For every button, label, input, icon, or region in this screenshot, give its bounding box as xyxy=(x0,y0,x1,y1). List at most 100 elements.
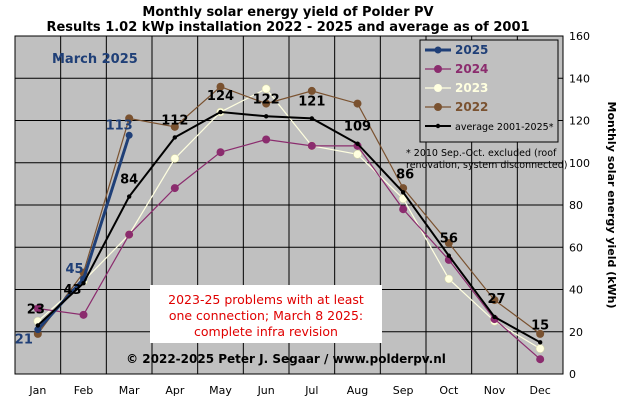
chart-title: Monthly solar energy yield of Polder PV xyxy=(142,5,433,20)
chart-subtitle: Results 1.02 kWp installation 2022 - 202… xyxy=(46,20,529,35)
data-label: 23 xyxy=(27,302,45,317)
legend-swatch-marker xyxy=(435,123,441,129)
data-label: 84 xyxy=(120,173,138,188)
legend-label: 2024 xyxy=(455,62,488,76)
data-point xyxy=(399,205,408,214)
data-point xyxy=(170,184,179,193)
notice-box xyxy=(150,285,382,343)
legend-item: average 2001-2025* xyxy=(425,122,554,133)
data-point xyxy=(535,344,545,353)
data-point xyxy=(490,296,499,305)
x-tick-label: Dec xyxy=(530,384,551,397)
legend-label: 2022 xyxy=(455,100,488,114)
data-label: 27 xyxy=(487,292,505,307)
data-point xyxy=(446,253,452,258)
data-label: 21 xyxy=(15,333,33,348)
series-average-2001-2025 xyxy=(35,109,543,345)
data-point xyxy=(307,141,316,150)
x-tick-label: Jan xyxy=(28,384,46,397)
y-tick-label: 80 xyxy=(569,199,583,212)
data-point xyxy=(492,314,497,320)
data-point xyxy=(218,109,223,115)
data-label: 43 xyxy=(63,283,81,298)
data-point xyxy=(536,329,545,338)
legend-item: 2022 xyxy=(425,100,488,114)
notice-line-3: complete infra revision xyxy=(194,324,338,339)
footnote-line-2: renovation, system disconnected) xyxy=(406,160,568,171)
x-tick-label: Sep xyxy=(393,384,414,397)
data-point xyxy=(309,116,315,121)
legend-label: 2025 xyxy=(455,43,488,57)
legend-item: 2023 xyxy=(425,81,488,95)
data-label: 124 xyxy=(207,89,234,104)
data-label: 56 xyxy=(440,232,458,247)
x-tick-label: Mar xyxy=(119,384,140,397)
data-point xyxy=(444,274,454,284)
data-point xyxy=(81,280,86,286)
data-point xyxy=(444,239,453,248)
legend-label: 2023 xyxy=(455,81,488,95)
x-tick-label: Apr xyxy=(165,384,185,397)
y-tick-label: 140 xyxy=(569,72,590,85)
data-point xyxy=(216,82,225,91)
legend-swatch-marker xyxy=(434,65,442,73)
data-point xyxy=(125,114,134,123)
data-point xyxy=(216,148,225,157)
x-tick-label: Feb xyxy=(74,384,93,397)
series-line xyxy=(37,138,541,360)
data-label: 45 xyxy=(65,262,83,277)
y-tick-label: 0 xyxy=(569,368,576,381)
legend-swatch-marker xyxy=(434,84,442,92)
data-point xyxy=(126,194,132,199)
legend-label: average 2001-2025* xyxy=(455,122,554,133)
y-tick-label: 40 xyxy=(569,284,583,297)
data-point xyxy=(34,326,42,334)
legend: 2025 2024 2023 2022 average 2001-2025* xyxy=(419,39,559,143)
legend-item: 2024 xyxy=(425,62,488,76)
data-label: 113 xyxy=(106,118,133,133)
y-tick-label: 100 xyxy=(569,157,590,170)
data-point xyxy=(262,99,271,108)
data-point xyxy=(536,355,545,364)
data-label: 86 xyxy=(396,167,414,182)
x-tick-labels: Jan Feb Mar Apr May Jun Jul Aug Sep Oct Nov Dec xyxy=(28,384,550,397)
data-point xyxy=(125,230,134,239)
y-tick-label: 160 xyxy=(569,30,590,43)
data-point xyxy=(261,84,271,94)
data-point xyxy=(400,190,406,195)
legend-swatch-marker xyxy=(434,46,442,54)
data-point xyxy=(262,135,271,144)
y-axis-label: Monthly solar energy yield (kWh) xyxy=(605,101,618,308)
month-label: March 2025 xyxy=(52,52,138,67)
x-tick-label: Aug xyxy=(347,384,368,397)
data-point xyxy=(33,304,42,313)
data-point xyxy=(35,323,41,328)
data-point xyxy=(125,131,133,139)
legend-swatch-marker xyxy=(434,103,442,111)
y-tick-label: 120 xyxy=(569,115,590,128)
x-tick-label: Jun xyxy=(257,384,275,397)
x-tick-label: Jul xyxy=(304,384,318,397)
series-2022 xyxy=(33,82,545,338)
data-point xyxy=(172,135,178,140)
data-label: 121 xyxy=(298,94,325,109)
y-tick-labels: 0 20 40 60 80 100 120 140 160 xyxy=(569,30,590,381)
data-point xyxy=(307,86,316,95)
x-tick-label: May xyxy=(209,384,232,397)
data-labels: 21 45 113 23 43 84 112 124 122 121 109 86 56 27 15 xyxy=(15,89,549,348)
data-point xyxy=(79,310,88,319)
data-label: 112 xyxy=(161,113,188,128)
copyright: © 2022-2025 Peter J. Segaar / www.polder… xyxy=(126,352,446,366)
notice-line-2: one connection; March 8 2025: xyxy=(169,308,363,323)
data-point xyxy=(170,122,179,131)
data-point xyxy=(170,154,180,163)
x-tick-label: Nov xyxy=(484,384,506,397)
plot-border xyxy=(14,35,564,375)
notice-line-1: 2023-25 problems with at least xyxy=(168,292,364,307)
data-label: 15 xyxy=(531,318,549,333)
x-tick-label: Oct xyxy=(439,384,459,397)
footnote-line-1: * 2010 Sep.-Oct. excluded (roof xyxy=(406,148,557,159)
data-point xyxy=(353,150,362,159)
legend-item: 2025 xyxy=(425,43,488,57)
